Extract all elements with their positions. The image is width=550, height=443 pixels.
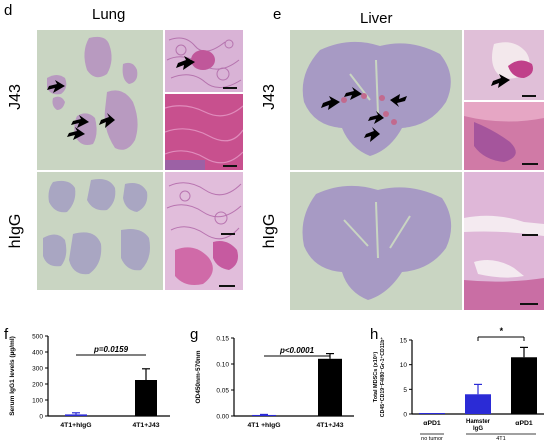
- chart-g: 0.00 0.05 0.10 0.15 OD450nm-570nm 4T1 +hIgG 4T…: [195, 336, 354, 429]
- y-tick-label: 15: [400, 338, 408, 345]
- bar: [135, 380, 157, 416]
- y-tick-label: 5: [403, 387, 407, 394]
- row-label-higg-liver: hIgG: [261, 213, 278, 249]
- panel-label-e: e: [273, 6, 282, 23]
- bar: [419, 413, 445, 414]
- bar: [465, 394, 491, 414]
- x-tick-label: 4T1+J43: [132, 422, 159, 429]
- y-tick-label: 0.10: [216, 362, 229, 369]
- y-tick-label: 300: [32, 366, 43, 373]
- bar: [65, 414, 87, 416]
- group-label: 4T1: [496, 436, 505, 442]
- liver-j43-overview-image: [290, 30, 462, 170]
- significance-label: *: [499, 326, 503, 336]
- y-tick-label: 0.05: [216, 388, 229, 395]
- significance-label: p=0.0159: [93, 345, 129, 354]
- arrow-icon: [321, 87, 407, 142]
- y-tick-label: 0.00: [216, 414, 229, 421]
- arrow-icon: [47, 80, 115, 140]
- y-tick-label: 500: [32, 334, 43, 341]
- row-label-j43-liver: J43: [261, 84, 278, 110]
- x-tick-label: IgG: [473, 426, 483, 432]
- panel-title-liver: Liver: [360, 10, 393, 27]
- panel-label-f: f: [4, 326, 9, 343]
- x-tick-label: 4T1+J43: [316, 422, 343, 429]
- x-tick-label: αPD1: [423, 420, 441, 427]
- arrow-icon: [176, 56, 195, 70]
- y-axis-label-line2: CD45⁺CD19⁻F4/80⁻Gr-1⁺CD11b⁺: [380, 337, 386, 418]
- bar: [252, 414, 276, 416]
- chart-f: 0 100 200 300 400 500 Serum IgG1 levels (µg/ml…: [9, 334, 170, 429]
- liver-higg-overview-image: [290, 172, 462, 310]
- liver-j43-zoom-bottom-image: [464, 102, 544, 170]
- significance-label: p<0.0001: [279, 346, 315, 355]
- x-tick-label: 4T1+hIgG: [60, 422, 91, 429]
- row-label-j43-lung: J43: [7, 84, 24, 110]
- row-label-higg-lung: hIgG: [7, 213, 24, 249]
- y-axis-label: OD450nm-570nm: [195, 350, 202, 403]
- y-tick-label: 400: [32, 350, 43, 357]
- lung-higg-overview-image: [37, 172, 163, 290]
- y-tick-label: 0.15: [216, 336, 229, 343]
- arrow-icon: [491, 74, 510, 88]
- lung-j43-overview-image: [37, 30, 163, 170]
- panel-label-h: h: [370, 326, 379, 343]
- panel-title-lung: Lung: [92, 6, 126, 23]
- y-tick-label: 100: [32, 398, 43, 405]
- y-tick-label: 10: [400, 362, 408, 369]
- chart-h: 0 5 10 15 Total MDSCs (x10⁵) CD45⁺CD19⁻F4/80⁻…: [373, 326, 544, 442]
- bar: [318, 358, 342, 416]
- y-tick-label: 0: [39, 414, 43, 421]
- x-tick-label: αPD1: [515, 420, 533, 427]
- y-tick-label: 0: [403, 412, 407, 419]
- lung-j43-zoom-top-image: [165, 30, 243, 92]
- y-axis-label: Serum IgG1 levels (µg/ml): [9, 336, 16, 416]
- liver-higg-zoom-image: [464, 172, 544, 310]
- panel-label-d: d: [4, 2, 13, 19]
- bar: [511, 357, 537, 414]
- y-tick-label: 200: [32, 382, 43, 389]
- x-tick-label: 4T1 +hIgG: [247, 422, 280, 429]
- liver-j43-zoom-top-image: [464, 30, 544, 100]
- x-tick-label: Hamster: [466, 419, 491, 425]
- group-label: no tumor: [421, 436, 443, 442]
- y-axis-label-line1: Total MDSCs (x10⁵): [373, 352, 379, 403]
- lung-higg-zoom-image: [165, 172, 243, 290]
- lung-j43-zoom-bottom-image: [165, 94, 243, 170]
- panel-label-g: g: [190, 326, 199, 343]
